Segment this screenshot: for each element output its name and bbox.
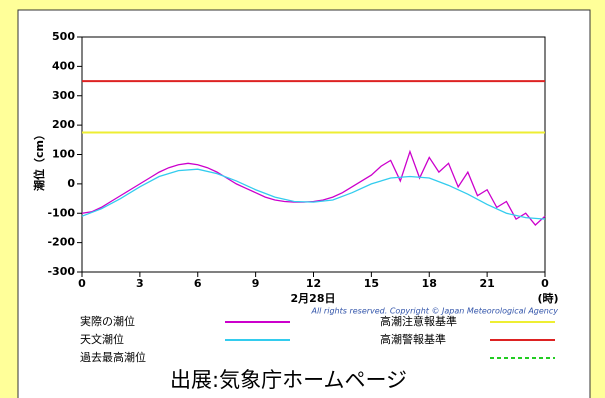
legend-label: 高潮警報基準 bbox=[380, 332, 446, 346]
x-unit: (時) bbox=[537, 291, 558, 305]
y-tick-label: 500 bbox=[52, 30, 75, 43]
y-tick-label: 400 bbox=[52, 59, 75, 72]
x-tick-label: 3 bbox=[136, 277, 144, 290]
y-tick-label: -300 bbox=[47, 265, 75, 278]
legend-label: 高潮注意報基準 bbox=[380, 314, 457, 328]
x-tick-label: 0 bbox=[541, 277, 549, 290]
y-tick-label: 0 bbox=[67, 177, 75, 190]
legend-label: 天文潮位 bbox=[80, 332, 124, 346]
y-tick-label: 300 bbox=[52, 89, 75, 102]
x-tick-label: 15 bbox=[364, 277, 379, 290]
x-tick-label: 9 bbox=[252, 277, 260, 290]
x-tick-label: 12 bbox=[306, 277, 321, 290]
y-tick-label: 100 bbox=[52, 148, 75, 161]
tide-line bbox=[81, 168, 546, 220]
y-tick-label: -100 bbox=[47, 206, 75, 219]
copyright: All rights reserved. Copyright © Japan M… bbox=[310, 307, 558, 316]
x-tick-label: 18 bbox=[422, 277, 437, 290]
x-tick-label: 6 bbox=[194, 277, 202, 290]
y-tick-label: 200 bbox=[52, 118, 75, 131]
caption: 出展:気象庁ホームページ bbox=[170, 368, 407, 392]
x-tick-label: 0 bbox=[78, 277, 86, 290]
legend-label: 過去最高潮位 bbox=[80, 350, 146, 364]
y-axis-label: 潮位（cm） bbox=[32, 129, 46, 191]
x-tick-label: 21 bbox=[479, 277, 494, 290]
y-tick-label: -200 bbox=[47, 236, 75, 249]
legend-label: 実際の潮位 bbox=[80, 314, 135, 328]
x-axis-label: 2月28日 bbox=[291, 292, 336, 305]
